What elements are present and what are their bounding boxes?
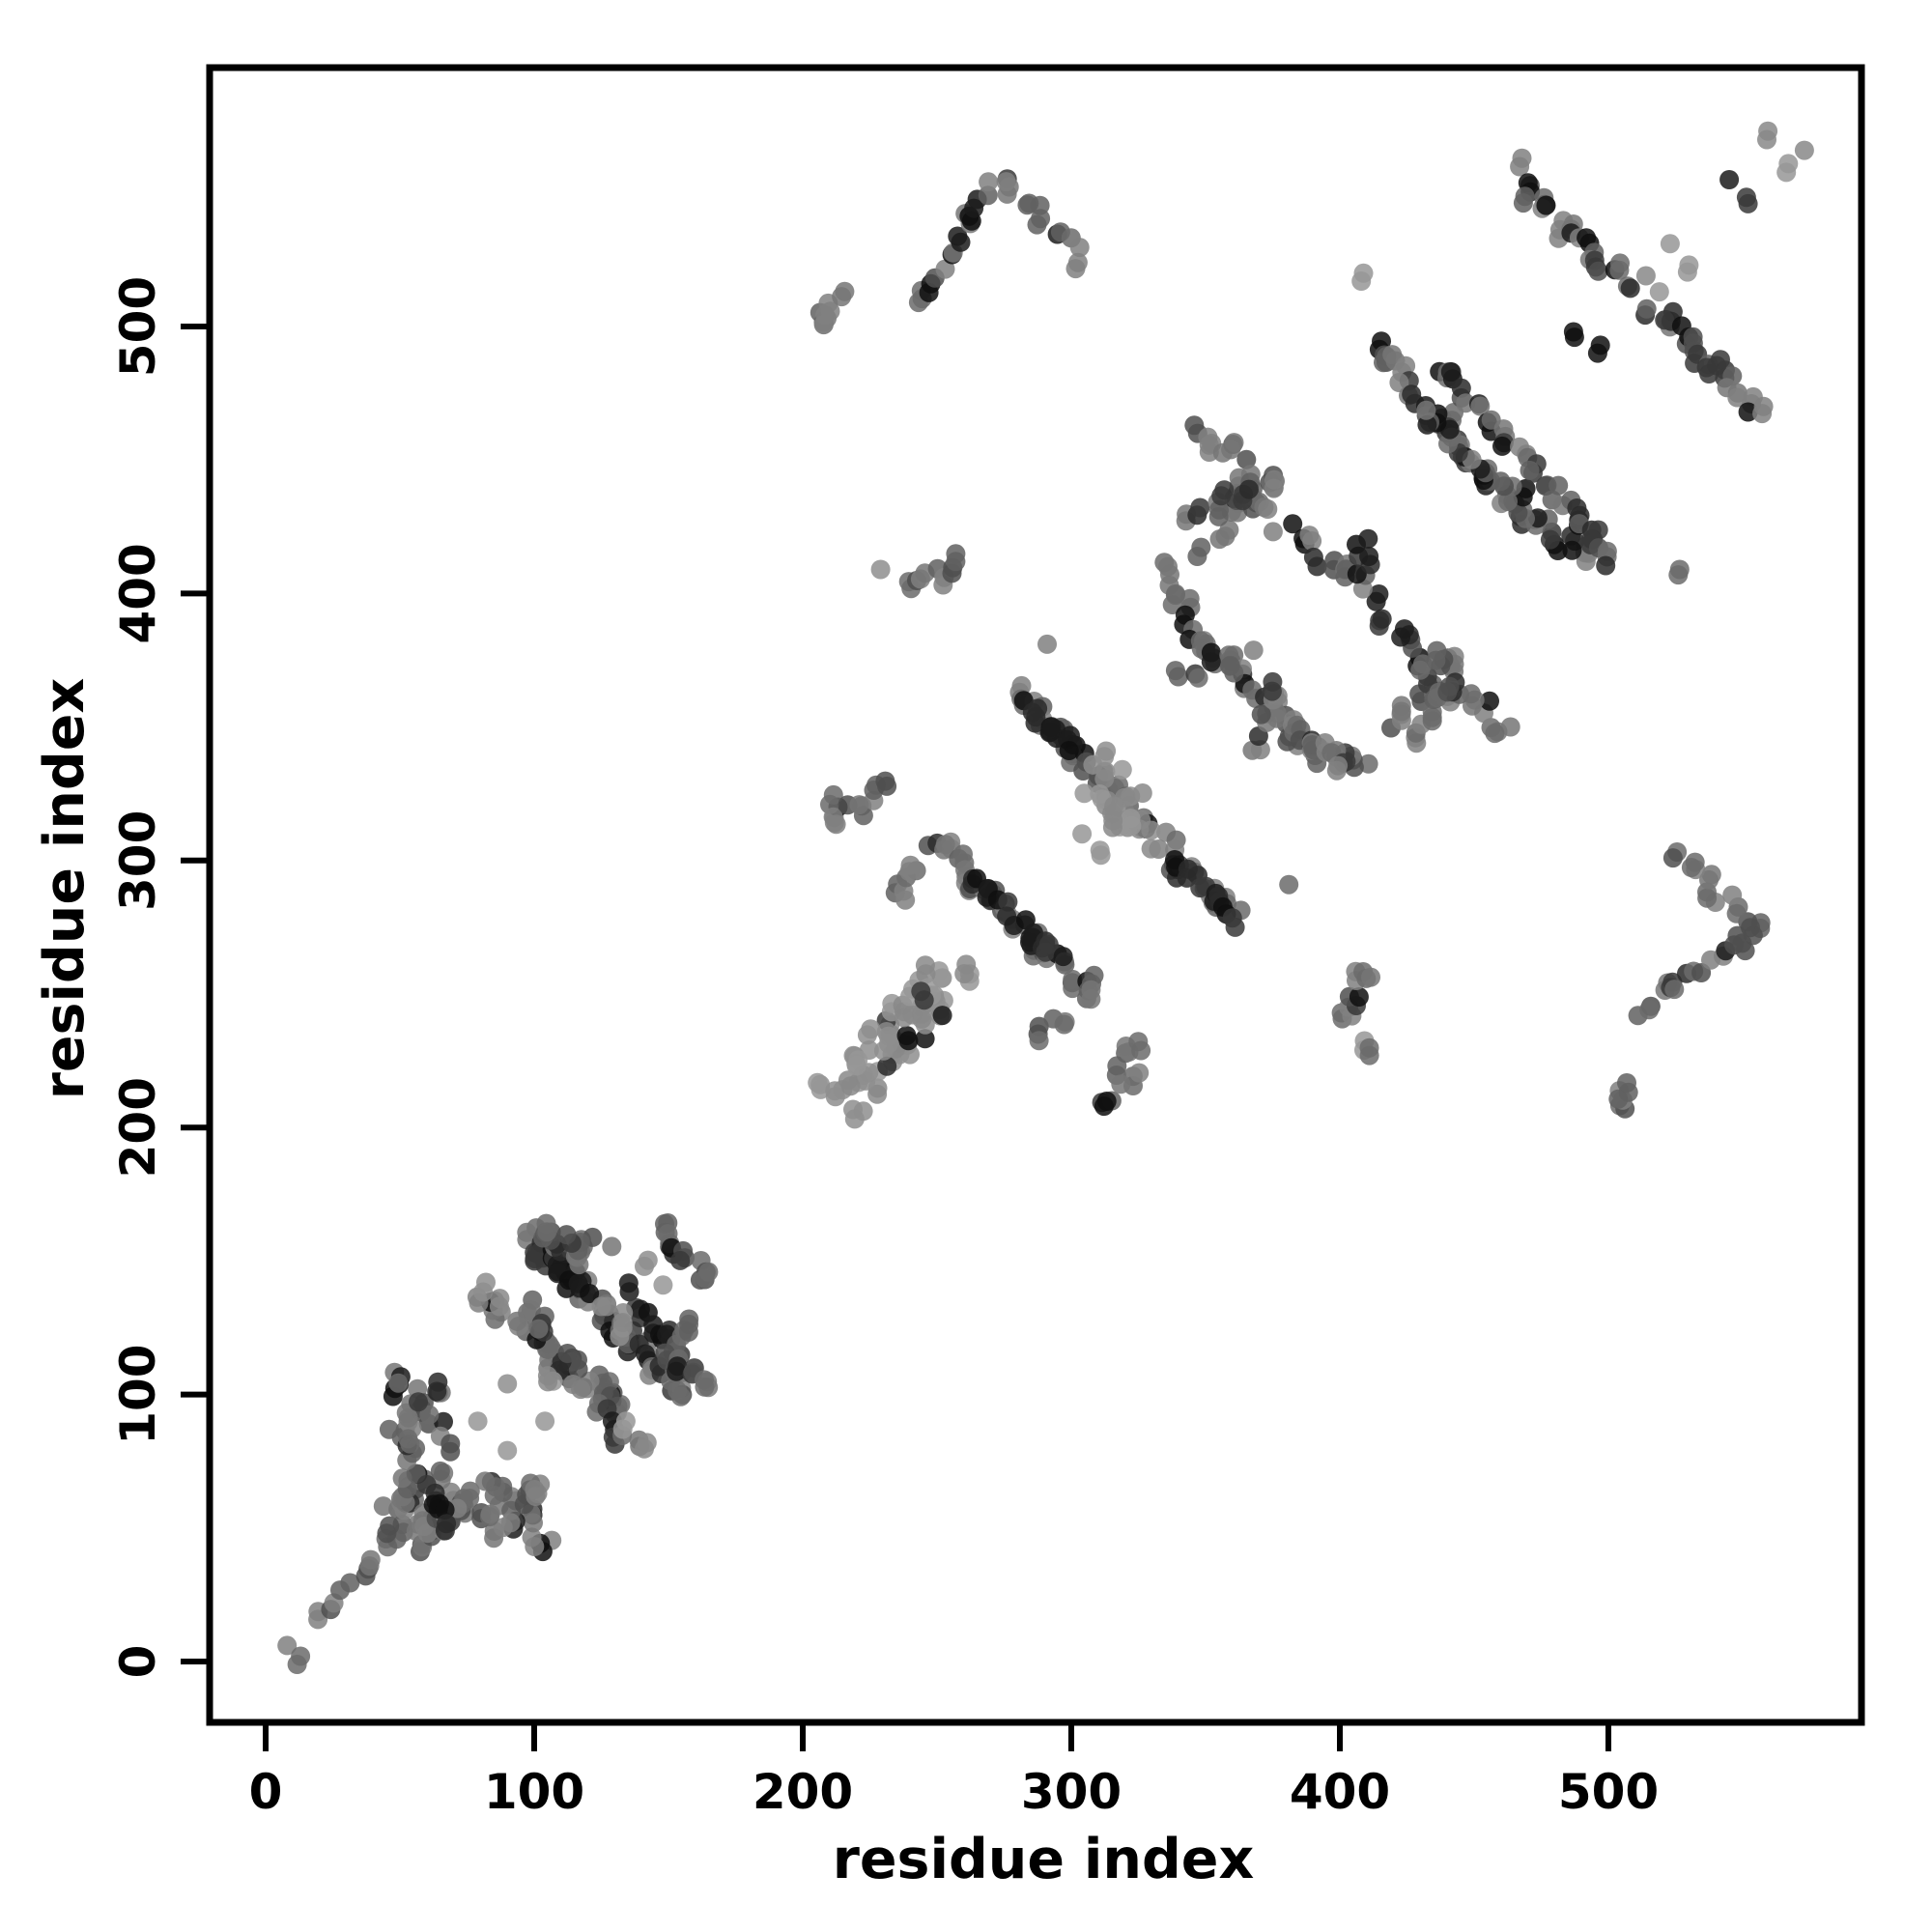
x-axis-title: residue index	[833, 1828, 1254, 1891]
y-axis-title: residue index	[33, 678, 97, 1099]
plot-box	[206, 64, 1865, 1726]
x-tick-label: 300	[1021, 1764, 1122, 1820]
y-tick-label: 500	[110, 276, 166, 377]
y-tick-label: 200	[110, 1077, 166, 1178]
data-points	[277, 121, 1814, 1674]
y-tick-label: 0	[110, 1645, 166, 1679]
y-tick-label: 300	[110, 810, 166, 911]
x-tick-label: 100	[484, 1764, 584, 1820]
x-axis-ticks: 0 100 200 300 400 500	[249, 1722, 1659, 1820]
y-axis-ticks: 0 100 200 300 400 500	[110, 276, 210, 1679]
x-tick-label: 400	[1290, 1764, 1390, 1820]
x-tick-label: 0	[249, 1764, 283, 1820]
x-tick-label: 500	[1558, 1764, 1659, 1820]
x-tick-label: 200	[753, 1764, 853, 1820]
y-tick-label: 100	[110, 1344, 166, 1444]
y-tick-label: 400	[110, 543, 166, 643]
